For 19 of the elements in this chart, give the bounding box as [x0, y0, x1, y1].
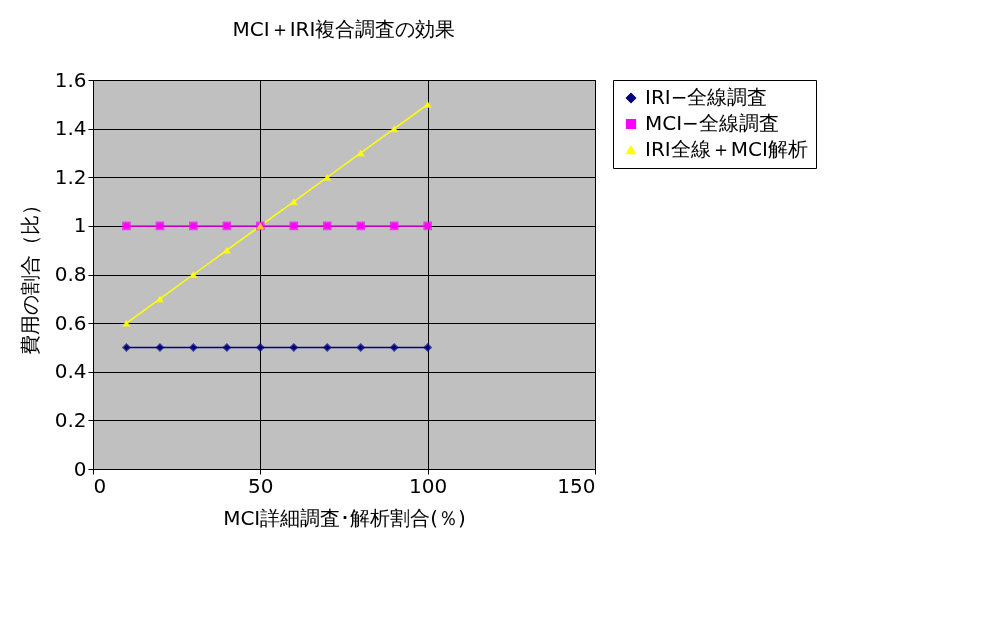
x-tick-label: 150 — [557, 473, 596, 498]
legend-label: MCI−全線調査 — [645, 111, 779, 135]
chart-title: MCI＋IRI複合調査の効果 — [232, 17, 456, 41]
y-tick-label: 1 — [73, 213, 87, 238]
x-tick-label: 0 — [93, 473, 107, 498]
y-tick-label: 1.6 — [54, 67, 87, 92]
y-tick-label: 1.2 — [54, 164, 87, 189]
y-tick-label: 0 — [73, 456, 87, 481]
legend-label: IRI全線＋MCI解析 — [645, 137, 808, 161]
x-axis-title: MCI詳細調査･解析割合(％) — [223, 505, 466, 530]
legend-label: IRI−全線調査 — [645, 85, 768, 109]
y-tick-label: 1.4 — [54, 116, 87, 141]
x-tick-label: 50 — [248, 473, 274, 498]
y-tick-label: 0.2 — [54, 407, 87, 432]
y-tick-label: 0.4 — [54, 359, 87, 384]
x-tick-label: 100 — [409, 473, 448, 498]
y-axis-title: 費用の割合（比） — [17, 195, 42, 355]
y-tick-label: 0.6 — [54, 310, 87, 335]
y-tick-label: 0.8 — [54, 262, 87, 286]
